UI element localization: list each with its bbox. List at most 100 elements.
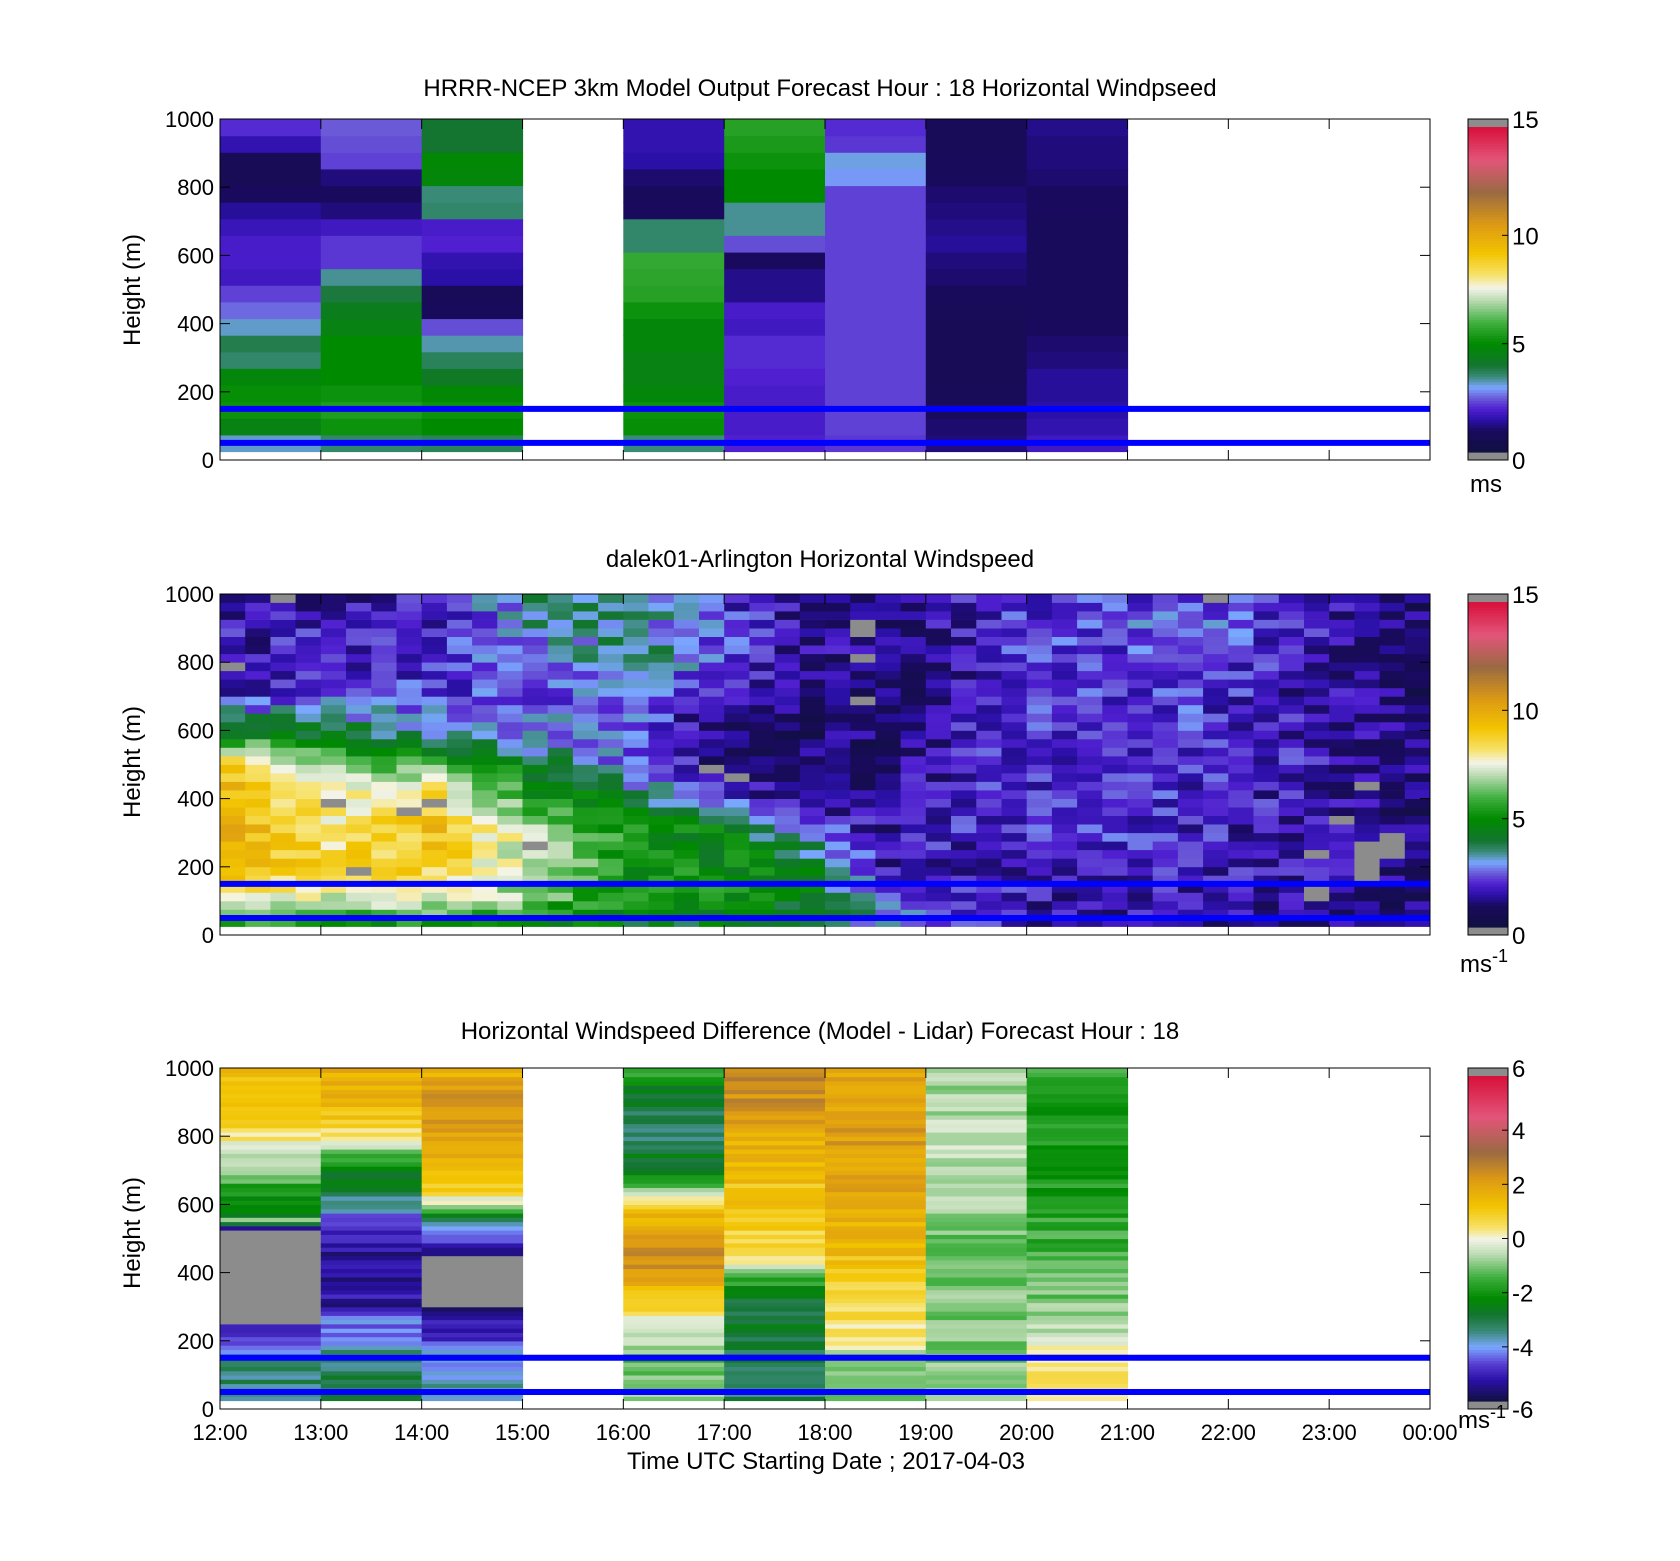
heatmap-cell	[220, 1285, 322, 1291]
heatmap-cell	[1026, 653, 1053, 663]
heatmap-cell	[724, 1183, 826, 1188]
heatmap-cell	[472, 918, 498, 927]
colorbar-segment	[1468, 639, 1508, 644]
colorbar-segment	[1468, 162, 1508, 166]
colorbar-segment	[1468, 691, 1508, 695]
heatmap-cell	[749, 653, 775, 663]
colorbar-tick-label: 5	[1512, 332, 1525, 359]
heatmap-cell	[623, 1153, 725, 1159]
heatmap-cell	[1026, 1336, 1129, 1342]
heatmap-cell	[220, 602, 246, 612]
colorbar-segment	[1468, 338, 1508, 342]
heatmap-cell	[245, 619, 271, 629]
heatmap-cell	[1026, 1349, 1129, 1355]
heatmap-cell	[320, 1379, 423, 1385]
heatmap-cell	[1329, 645, 1355, 655]
heatmap-cell	[1026, 1221, 1129, 1227]
heatmap-cell	[396, 687, 423, 697]
heatmap-cell	[774, 747, 801, 757]
heatmap-cell	[825, 418, 927, 436]
heatmap-cell	[295, 756, 322, 765]
heatmap-cell	[623, 135, 725, 153]
heatmap-cell	[346, 875, 372, 885]
heatmap-cell	[925, 1315, 1028, 1321]
heatmap-cell	[220, 662, 246, 672]
heatmap-cell	[825, 1119, 927, 1125]
heatmap-cell	[1304, 892, 1330, 902]
colorbar-segment	[1468, 629, 1508, 633]
heatmap-cell	[1379, 764, 1406, 774]
heatmap-cell	[320, 1298, 423, 1304]
heatmap-cell	[320, 1204, 423, 1210]
heatmap-cell	[724, 1076, 826, 1082]
heatmap-cell	[724, 202, 826, 220]
heatmap-cell	[320, 696, 347, 706]
heatmap-cell	[673, 798, 700, 808]
colorbar-segment	[1468, 618, 1508, 622]
heatmap-cell	[572, 602, 599, 612]
heatmap-cell	[1152, 747, 1179, 757]
heatmap-cell	[220, 883, 246, 893]
heatmap-cell	[497, 602, 523, 612]
heatmap-cell	[320, 594, 347, 603]
heatmap-cell	[220, 594, 246, 603]
heatmap-cell	[825, 1085, 927, 1090]
heatmap-cell	[673, 645, 700, 655]
heatmap-cell	[1127, 798, 1154, 808]
heatmap-cell	[1404, 679, 1431, 689]
heatmap-cell	[1177, 636, 1204, 646]
heatmap-cell	[346, 858, 372, 868]
heatmap-cell	[875, 824, 901, 834]
heatmap-cell	[623, 900, 649, 910]
heatmap-cell	[1253, 918, 1280, 927]
heatmap-cell	[1026, 1178, 1129, 1184]
heatmap-cell	[320, 824, 347, 834]
heatmap-cell	[421, 1272, 524, 1278]
heatmap-cell	[245, 636, 271, 646]
heatmap-cell	[220, 1161, 322, 1167]
heatmap-cell	[1304, 738, 1330, 748]
heatmap-cell	[497, 670, 523, 680]
colorbar-segment	[1468, 1135, 1508, 1139]
heatmap-cell	[623, 418, 725, 436]
heatmap-cell	[1001, 900, 1028, 910]
heatmap-cell	[371, 849, 397, 859]
heatmap-cell	[371, 866, 397, 876]
heatmap-cell	[472, 866, 498, 876]
heatmap-cell	[598, 738, 624, 748]
heatmap-cell	[1152, 892, 1179, 902]
heatmap-cell	[270, 841, 296, 851]
heatmap-cell	[220, 168, 322, 187]
heatmap-cell	[850, 807, 876, 816]
heatmap-cell	[1001, 824, 1028, 834]
heatmap-cell	[1253, 721, 1280, 731]
heatmap-cell	[320, 1374, 423, 1380]
y-tick-label: 800	[177, 1124, 214, 1149]
colorbar-segment	[1468, 621, 1508, 625]
heatmap-cell	[976, 764, 1002, 774]
heatmap-cell	[421, 773, 448, 782]
heatmap-cell	[774, 662, 801, 672]
heatmap-cell	[245, 756, 271, 765]
heatmap-cell	[825, 1319, 927, 1325]
heatmap-cell	[976, 918, 1002, 927]
heatmap-cell	[875, 653, 901, 663]
heatmap-cell	[1354, 645, 1380, 655]
colorbar-unit: ms	[1470, 471, 1502, 498]
heatmap-cell	[774, 670, 801, 680]
heatmap-cell	[346, 909, 372, 919]
colorbar-segment	[1468, 265, 1508, 269]
heatmap-cell	[673, 858, 700, 868]
heatmap-cell	[220, 628, 246, 637]
heatmap-cell	[673, 679, 700, 689]
heatmap-cell	[774, 824, 801, 834]
heatmap-cell	[598, 764, 624, 774]
heatmap-cell	[446, 790, 473, 799]
heatmap-cell	[1026, 858, 1053, 868]
heatmap-cell	[1404, 687, 1431, 697]
heatmap-cell	[1077, 892, 1103, 902]
heatmap-cell	[598, 611, 624, 620]
colorbar-segment	[1468, 905, 1508, 909]
heatmap-cell	[1026, 730, 1053, 740]
heatmap-cell	[623, 713, 649, 723]
